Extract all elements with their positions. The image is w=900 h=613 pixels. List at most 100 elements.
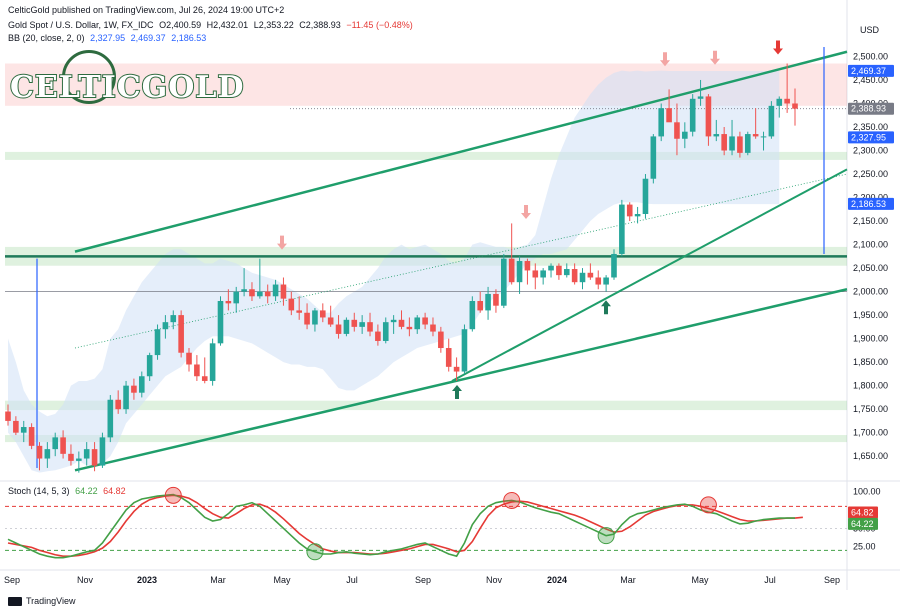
time-axis-label: Nov xyxy=(486,575,503,585)
price-axis-tick: 1,950.00 xyxy=(853,310,888,320)
celtic-knot-logo-icon xyxy=(62,50,116,104)
stoch-name: Stoch (14, 5, 3) xyxy=(8,486,70,496)
candle-body xyxy=(430,324,436,332)
candle-body xyxy=(217,301,224,344)
candle-body xyxy=(760,136,767,138)
candle-body xyxy=(99,437,106,466)
candle-body xyxy=(60,437,66,454)
time-axis-label: Sep xyxy=(824,575,840,585)
candle-body xyxy=(705,96,712,137)
bb-lower-value: 2,186.53 xyxy=(171,33,207,43)
candle-body xyxy=(540,270,546,278)
candle-body xyxy=(752,134,759,137)
price-axis-tick: 1,750.00 xyxy=(853,404,888,414)
candle-body xyxy=(461,329,468,372)
time-axis-label: Mar xyxy=(620,575,636,585)
candle-body xyxy=(367,322,373,332)
candle-body xyxy=(131,385,137,393)
candle-body xyxy=(658,108,665,137)
peak-arrow-may24 xyxy=(710,50,720,65)
price-axis-tick: 2,250.00 xyxy=(853,169,888,179)
candle-body xyxy=(44,449,51,459)
tradingview-logo-icon xyxy=(8,596,22,606)
time-axis-label: May xyxy=(273,575,291,585)
time-axis-label: Sep xyxy=(4,575,20,585)
celticgold-logo: CELTICGOLD xyxy=(9,69,245,106)
candle-body xyxy=(689,98,696,132)
candle-body xyxy=(170,315,177,323)
tradingview-footer[interactable]: TradingView xyxy=(8,596,76,606)
time-axis-label: 2024 xyxy=(547,575,567,585)
candle-body xyxy=(233,291,240,304)
candle-body xyxy=(532,270,539,278)
candle-body xyxy=(83,449,90,459)
candle-body xyxy=(792,103,798,109)
candle-body xyxy=(571,269,578,283)
candle-body xyxy=(327,317,334,325)
candle-body xyxy=(76,458,82,461)
candle-body xyxy=(674,122,680,139)
candle-body xyxy=(556,265,562,276)
price-axis-tick: 1,900.00 xyxy=(853,334,888,344)
candle-body xyxy=(485,293,491,311)
candle-body xyxy=(351,319,358,327)
candle-body xyxy=(587,272,594,278)
candle-body xyxy=(744,134,751,153)
candle-body xyxy=(445,348,452,367)
candle-body xyxy=(390,319,397,323)
bollinger-band-fill xyxy=(8,70,780,473)
price-axis-tick: 1,850.00 xyxy=(853,357,888,367)
bb-name: BB (20, close, 2, 0) xyxy=(8,33,85,43)
bb-line: BB (20, close, 2, 0) 2,327.95 2,469.37 2… xyxy=(8,33,209,43)
candle-body xyxy=(288,298,295,311)
bb-upper-value: 2,327.95 xyxy=(90,33,126,43)
candle-body xyxy=(501,258,507,306)
candle-body xyxy=(414,317,421,330)
peak-arrow-may xyxy=(277,235,287,250)
low-arrow-oct xyxy=(452,384,462,399)
price-axis-tick: 2,000.00 xyxy=(853,287,888,297)
stoch-low-circle-2 xyxy=(597,527,615,545)
candle-body xyxy=(5,411,11,421)
stoch-low-circle-1 xyxy=(306,543,324,561)
price-axis-tick: 2,450.00 xyxy=(853,75,888,85)
stoch-axis-tick: 25.00 xyxy=(853,542,876,552)
price-label-bg xyxy=(848,197,894,210)
price-label-bg xyxy=(848,131,894,144)
candle-body xyxy=(115,399,121,410)
stoch-label-text: 64.82 xyxy=(851,507,874,517)
candle-body xyxy=(493,293,499,306)
candle-body xyxy=(194,364,200,377)
candle-body xyxy=(201,376,208,381)
candle-body xyxy=(36,445,43,459)
time-axis-label: Jul xyxy=(764,575,776,585)
stoch-label-bg xyxy=(848,506,878,519)
candle-body xyxy=(603,277,609,285)
candle-body xyxy=(579,272,586,283)
candle-body xyxy=(595,277,602,285)
candle-body xyxy=(548,265,554,271)
stoch-line: Stoch (14, 5, 3) 64.22 64.82 xyxy=(8,486,129,496)
candle-body xyxy=(713,134,720,137)
stoch-peak-circle-2 xyxy=(503,491,521,509)
stoch-label-text: 64.22 xyxy=(851,519,874,529)
support-zone-1690 xyxy=(5,435,847,443)
candle-body xyxy=(272,284,279,297)
candle-body xyxy=(20,427,27,433)
candle-body xyxy=(619,204,625,254)
candle-body xyxy=(178,315,184,353)
candle-body xyxy=(516,261,523,283)
candle-body xyxy=(320,310,326,318)
candle-body xyxy=(13,420,19,433)
candle-body xyxy=(666,108,672,123)
bb-mid-value: 2,469.37 xyxy=(130,33,166,43)
open-value: O2,400.59 xyxy=(159,20,202,30)
price-axis-tick: 2,500.00 xyxy=(853,51,888,61)
candle-body xyxy=(422,317,428,325)
candle-body xyxy=(241,289,247,292)
candle-body xyxy=(264,291,271,297)
price-axis-tick: 2,150.00 xyxy=(853,216,888,226)
stoch-peak-circle-3 xyxy=(699,496,717,514)
stoch-axis-tick: 100.00 xyxy=(853,487,881,497)
